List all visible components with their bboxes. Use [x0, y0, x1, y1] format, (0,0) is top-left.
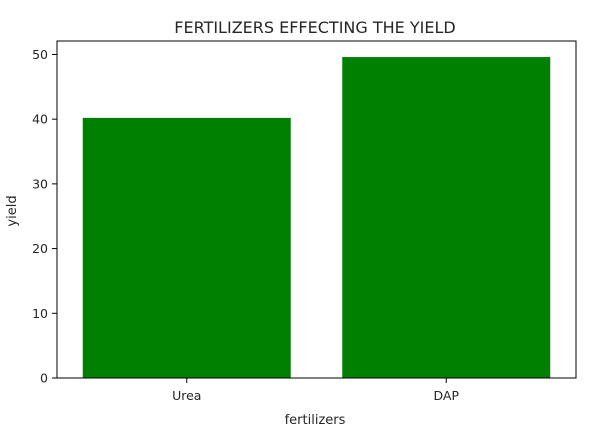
x-axis-ticks: Urea DAP	[172, 378, 459, 403]
y-tick-label: 50	[32, 47, 48, 62]
y-tick-label: 10	[32, 306, 48, 321]
x-tick-label: DAP	[434, 388, 460, 403]
y-axis-ticks: 0 10 20 30 40 50	[32, 47, 57, 386]
bar-dap	[342, 57, 551, 379]
bar-urea	[82, 117, 291, 379]
chart-title: FERTILIZERS EFFECTING THE YIELD	[174, 18, 455, 37]
x-tick-label: Urea	[172, 388, 201, 403]
y-tick-label: 0	[40, 371, 48, 386]
y-axis-label: yield	[5, 195, 20, 226]
x-axis-label: fertilizers	[285, 413, 346, 428]
axes-frame	[56, 40, 577, 379]
y-tick-label: 20	[32, 241, 48, 256]
y-tick-label: 40	[32, 112, 48, 127]
y-tick-label: 30	[32, 176, 48, 191]
bars-group	[82, 57, 551, 379]
